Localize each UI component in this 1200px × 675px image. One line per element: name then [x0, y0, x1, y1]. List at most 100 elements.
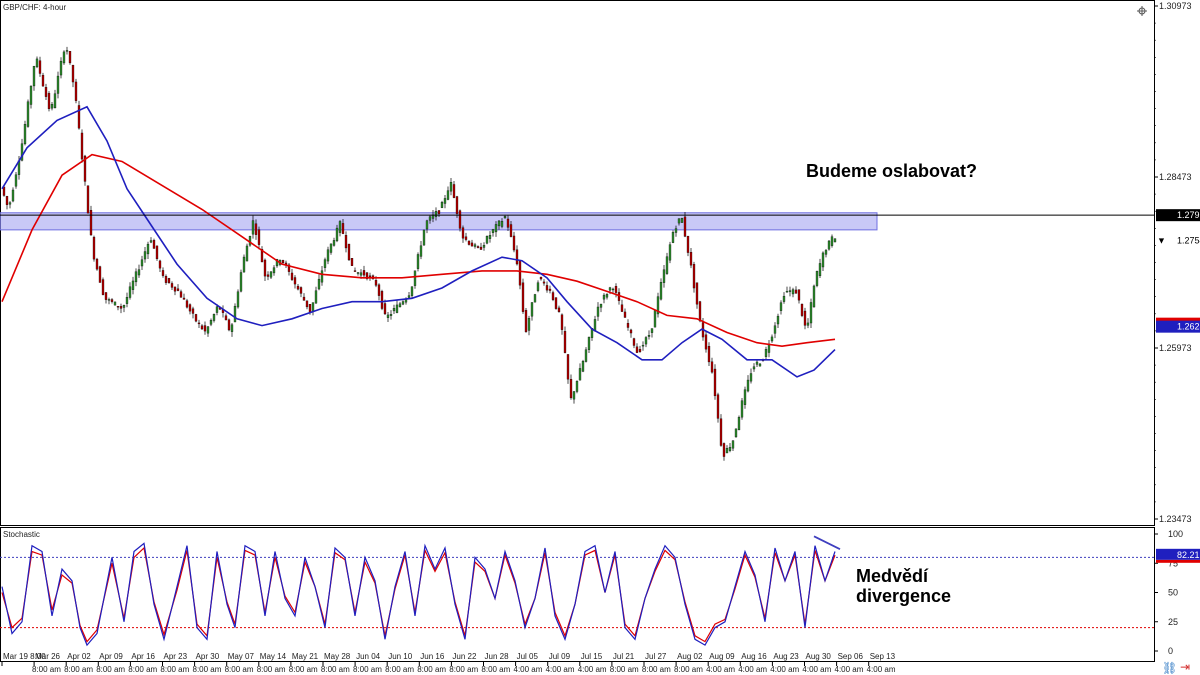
candle — [290, 268, 294, 282]
candle — [245, 243, 249, 262]
candle — [647, 330, 651, 340]
candle — [335, 224, 339, 243]
candle — [563, 326, 567, 354]
stochastic-axis-label: 50 — [1168, 588, 1178, 598]
candle — [506, 215, 510, 232]
candle — [446, 186, 450, 201]
annotation-budeme-oslabovat: Budeme oslabovat? — [806, 161, 977, 181]
time-axis-date-label: Aug 16 — [741, 652, 767, 661]
time-axis-date-label: Jun 28 — [485, 652, 510, 661]
candle — [461, 225, 465, 243]
candle — [776, 313, 780, 328]
time-axis-time-label: 8:00 am — [193, 665, 222, 674]
candle — [320, 266, 324, 286]
chain-link-icon[interactable]: ⛓ — [1162, 661, 1178, 675]
candle — [257, 226, 261, 250]
candle — [20, 138, 24, 162]
candle — [314, 286, 318, 304]
candle — [92, 235, 96, 262]
candle — [797, 289, 801, 304]
candle — [347, 243, 351, 261]
candle — [173, 286, 177, 296]
time-axis-date-label: Jul 05 — [517, 652, 539, 661]
candle — [80, 129, 84, 163]
time-axis-date-label: Aug 30 — [806, 652, 832, 661]
time-axis-time-label: 8:00 am — [417, 665, 446, 674]
candle — [812, 284, 816, 308]
candle — [170, 281, 174, 291]
candle — [14, 171, 18, 189]
time-axis-date-label: Jul 21 — [613, 652, 635, 661]
candle — [41, 72, 45, 87]
candle — [668, 241, 672, 264]
candle — [344, 231, 348, 253]
candle — [485, 235, 489, 245]
candle — [695, 282, 699, 309]
candle — [323, 257, 327, 272]
time-axis-time-label: 8:00 am — [321, 665, 350, 674]
candle — [407, 292, 411, 299]
time-axis-time-label: 4:00 am — [546, 665, 575, 674]
candle — [341, 219, 345, 235]
candle — [542, 279, 546, 286]
candle — [773, 322, 777, 339]
candle — [731, 440, 735, 451]
candle — [269, 271, 273, 279]
candle — [356, 272, 360, 276]
time-axis-time-label: 8:00 am — [289, 665, 318, 674]
price-panel[interactable]: GBP/CHF: 4-hour Budeme oslabovat? — [0, 3, 1154, 461]
moving-average-tag: 1.26285 — [1156, 317, 1200, 333]
candle — [824, 249, 828, 258]
candle — [686, 235, 690, 257]
candle — [137, 264, 141, 278]
candle — [626, 319, 630, 331]
time-axis-date-label: Mar 19 8:00 — [3, 652, 46, 661]
candle — [533, 293, 537, 303]
chart-settings-icon[interactable] — [1137, 6, 1147, 16]
time-axis-date-label: Jun 10 — [388, 652, 413, 661]
candle — [191, 306, 195, 319]
stochastic-panel[interactable]: Stochastic Medvědí divergence — [0, 530, 1154, 647]
candle — [161, 267, 165, 278]
candle — [143, 247, 147, 263]
candle — [656, 292, 660, 318]
candle — [128, 282, 132, 300]
candle — [710, 357, 714, 374]
candle — [749, 368, 753, 384]
candle — [641, 341, 645, 351]
candle — [530, 302, 534, 321]
candle — [791, 287, 795, 298]
candle — [197, 319, 201, 328]
candle — [293, 275, 297, 289]
candle — [185, 298, 189, 309]
candle — [833, 238, 837, 243]
time-axis-time-label: 4:00 am — [738, 665, 767, 674]
candle — [704, 330, 708, 353]
candle — [410, 286, 414, 299]
candle — [539, 276, 543, 281]
exit-arrow-icon[interactable]: ⇥ — [1180, 660, 1191, 674]
candle — [23, 120, 27, 146]
time-axis-date-label: Jun 04 — [356, 652, 381, 661]
candle — [152, 238, 156, 249]
time-axis-time-label: 8:00 am — [160, 665, 189, 674]
candle — [818, 258, 822, 279]
price-axis-label: 1.30973 — [1159, 1, 1192, 11]
candle — [305, 300, 309, 310]
candle — [353, 267, 357, 272]
candle — [5, 195, 9, 210]
candle — [59, 57, 63, 79]
candle — [473, 242, 477, 249]
candle — [194, 313, 198, 323]
candle — [26, 99, 30, 128]
candle — [821, 251, 825, 271]
time-axis-date-label: Apr 30 — [196, 652, 220, 661]
candle — [368, 272, 372, 281]
candle — [338, 220, 342, 237]
candle — [488, 231, 492, 243]
candle — [566, 354, 570, 384]
stochastic-main-line — [1, 542, 836, 647]
price-tags: 1.27915 ▼ 1.27544 1.26285 — [1156, 209, 1200, 333]
candle — [494, 221, 498, 237]
stochastic-axis-label: 25 — [1168, 617, 1178, 627]
